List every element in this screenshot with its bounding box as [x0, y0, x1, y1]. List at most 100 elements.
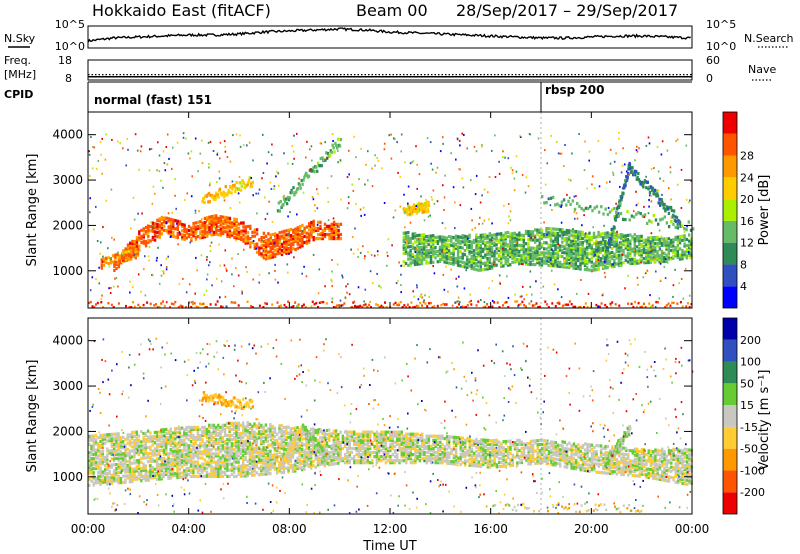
colorbar-swatch [723, 286, 737, 308]
colorbar-tick-label: 16 [740, 215, 754, 228]
time-tick-label: 00:00 [675, 522, 710, 536]
noise-right-tick-bottom: 10^0 [706, 40, 736, 53]
time-tick-label: 04:00 [171, 522, 206, 536]
freq-right-tick-top: 60 [706, 54, 720, 67]
colorbar-swatch [723, 492, 737, 514]
colorbar-tick-label: 4 [740, 280, 747, 293]
velocity-colorbar: -200 -100 -50 -15 15 50 100 200 [722, 317, 765, 515]
colorbar-tick-label: 100 [740, 356, 761, 369]
power-y-ticks: 1000 2000 3000 4000 [52, 128, 692, 278]
noise-panel: 10^5 10^0 10^5 10^0 [55, 18, 736, 53]
y-tick-label: 4000 [52, 334, 83, 348]
power-panel: 1000 2000 3000 4000 Slant Range [km] 4 8 12 16… [25, 111, 772, 309]
cpid-segment-2: rbsp 200 [545, 83, 604, 97]
echo-region-strip [492, 502, 643, 514]
time-tick-label: 08:00 [272, 522, 307, 536]
colorbar-swatch [723, 383, 737, 406]
velocity-colorbar-label: Velocity [m s⁻¹] [757, 370, 772, 471]
colorbar-swatch [723, 177, 737, 200]
echo-region-streak [541, 195, 695, 232]
colorbar-swatch [723, 199, 737, 221]
y-tick-label: 2000 [52, 424, 83, 438]
colorbar-frame [722, 317, 738, 515]
colorbar-tick-label: 24 [740, 171, 754, 184]
colorbar-tick-label: 8 [740, 258, 747, 271]
echo-region-streak [276, 137, 343, 213]
noise-right-tick-top: 10^5 [706, 18, 736, 31]
echo-region-strip [88, 300, 693, 309]
freq-left-tick-top: 18 [58, 54, 72, 67]
echo-region-streak [201, 176, 254, 205]
colorbar-swatch [723, 448, 737, 471]
freq-right-tick-bottom: 0 [706, 72, 713, 85]
y-tick-label: 3000 [52, 379, 83, 393]
date-range: 28/Sep/2017 – 29/Sep/2017 [456, 1, 678, 20]
noise-sky-line [87, 27, 691, 43]
colorbar-swatch [723, 339, 737, 362]
frequency-trace [88, 73, 692, 78]
cpid-segment-1: normal (fast) 151 [94, 93, 212, 107]
velocity-plot-area [88, 318, 694, 514]
noise-left-tick-bottom: 10^0 [55, 40, 85, 53]
noise-trace [87, 27, 691, 43]
colorbar-swatch [723, 220, 737, 243]
station-title: Hokkaido East (fitACF) [92, 1, 271, 20]
colorbar-swatch [723, 133, 737, 156]
freq-label: Freq. [4, 54, 31, 67]
colorbar-tick-label: 200 [740, 334, 761, 347]
colorbar-swatch [723, 405, 737, 427]
time-axis-label: Time UT [362, 539, 416, 554]
colorbar-swatch [723, 361, 737, 384]
colorbar-tick-label: 28 [740, 150, 754, 163]
colorbar-frame [722, 111, 738, 309]
y-tick-label: 4000 [52, 128, 83, 142]
nave-label: Nave [748, 63, 776, 76]
time-tick-label: 20:00 [574, 522, 609, 536]
time-tick-label: 00:00 [71, 522, 106, 536]
velocity-y-ticks: 1000 2000 3000 4000 [52, 334, 692, 484]
colorbar-tick-label: -15 [740, 421, 758, 434]
freq-left-tick-bottom: 8 [65, 72, 72, 85]
colorbar-swatch [723, 264, 737, 287]
y-tick-label: 3000 [52, 173, 83, 187]
y-tick-label: 1000 [52, 470, 83, 484]
colorbar-tick-label: -200 [740, 486, 765, 499]
colorbar-swatch [723, 242, 737, 265]
y-tick-label: 2000 [52, 218, 83, 232]
colorbar-tick-label: -100 [740, 464, 765, 477]
echo-region-band [402, 227, 693, 272]
power-frame [87, 111, 693, 309]
cpid-label: CPID [4, 88, 33, 101]
echo-region-band [113, 214, 343, 272]
y-tick-label: 1000 [52, 264, 83, 278]
echo-region-streak [629, 166, 682, 228]
echo-region-streak [301, 423, 330, 466]
power-colorbar: 4 8 12 16 20 24 28 [722, 111, 754, 309]
colorbar-swatch [723, 426, 737, 449]
frequency-frame [87, 59, 693, 81]
power-plot-area [88, 112, 695, 309]
colorbar-tick-label: 50 [740, 377, 754, 390]
nsearch-label: N.Search [744, 32, 794, 45]
colorbar-swatch [723, 318, 737, 340]
power-y-axis-label: Slant Range [km] [25, 154, 40, 267]
velocity-panel: 1000 2000 3000 4000 Slant Range [km] -200 -1… [25, 112, 772, 554]
scatter-noise [88, 131, 692, 308]
cpid-panel: normal (fast) 151 rbsp 200 [87, 81, 692, 112]
colorbar-tick-label: 12 [740, 237, 754, 250]
colorbar-swatch [723, 112, 737, 134]
colorbar-tick-label: 15 [740, 399, 754, 412]
velocity-y-axis-label: Slant Range [km] [25, 360, 40, 473]
colorbar-swatch [723, 470, 737, 493]
power-colorbar-label: Power [dB] [757, 175, 772, 246]
noise-frame [87, 25, 693, 49]
colorbar-tick-label: 20 [740, 193, 754, 206]
colorbar-swatch [723, 155, 737, 178]
echo-region-band [88, 421, 693, 487]
freq-unit-label: [MHz] [4, 68, 36, 81]
beam-label: Beam 00 [356, 1, 428, 20]
echo-region-streak [276, 424, 305, 473]
echo-region-streak [201, 391, 254, 410]
time-axis-ticks: 00:00 04:00 08:00 12:00 16:00 20:00 00:00 [71, 112, 710, 536]
